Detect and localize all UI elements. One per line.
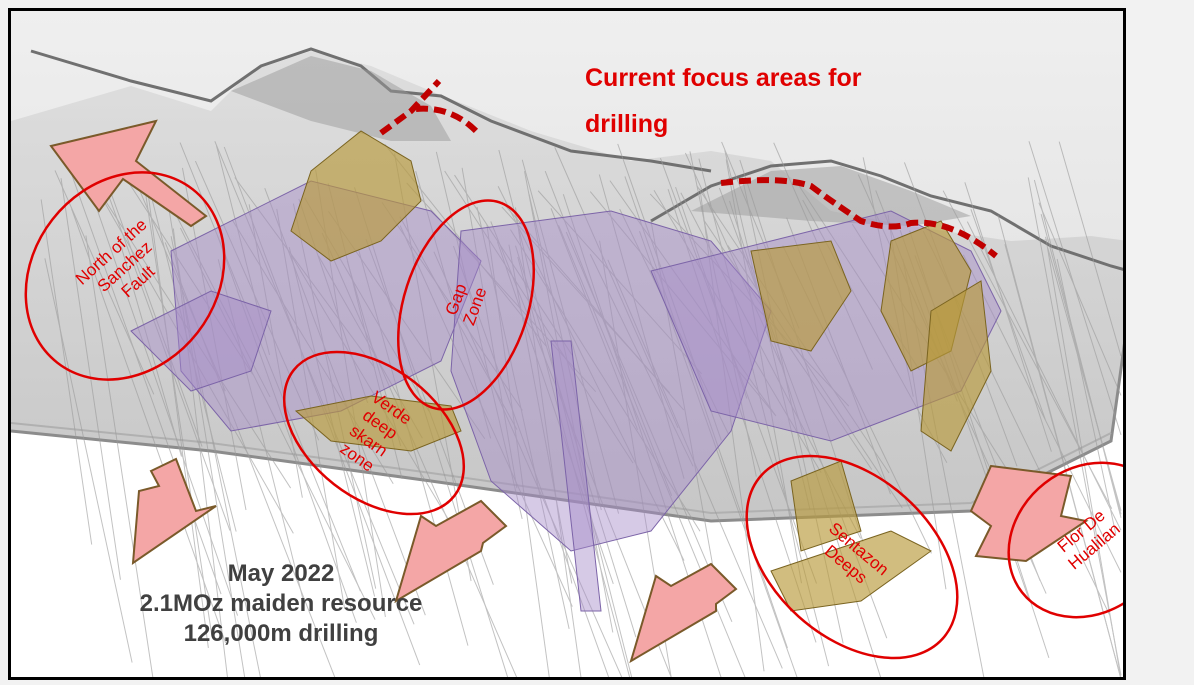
drill-hole-line bbox=[399, 225, 573, 607]
drill-hole-line bbox=[125, 158, 226, 392]
drill-hole-line bbox=[164, 242, 336, 677]
drill-hole-line bbox=[107, 183, 203, 447]
drill-hole-line bbox=[1027, 177, 1122, 676]
drill-hole-traces bbox=[40, 141, 1122, 677]
drill-hole-line bbox=[99, 171, 231, 531]
drill-hole-line bbox=[1058, 141, 1122, 357]
drill-hole-line bbox=[515, 245, 637, 638]
ellipse-north-sanchez bbox=[24, 171, 226, 381]
drill-hole-line bbox=[151, 200, 237, 532]
drill-hole-line bbox=[452, 245, 610, 677]
drill-hole-line bbox=[147, 195, 209, 649]
arrow-down-left bbox=[131, 457, 217, 566]
drill-hole-line bbox=[415, 170, 492, 439]
drill-hole-line bbox=[444, 170, 634, 464]
drill-hole-line bbox=[942, 190, 1113, 509]
drill-hole-line bbox=[589, 253, 694, 467]
drill-hole-line bbox=[619, 208, 729, 434]
ellipse-sentazon bbox=[745, 454, 959, 660]
drill-hole-line bbox=[290, 254, 450, 522]
drill-hole-line bbox=[724, 150, 811, 510]
drill-hole-line bbox=[490, 221, 672, 677]
drill-hole-line bbox=[54, 170, 155, 395]
drill-hole-line bbox=[689, 151, 757, 477]
resource-ounces: 2.1MOz maiden resource bbox=[139, 590, 423, 617]
resource-date: May 2022 bbox=[227, 560, 335, 587]
resource-summary: May 2022 2.1MOz maiden resource 126,000m… bbox=[121, 559, 441, 649]
drill-hole-line bbox=[71, 208, 227, 643]
terrain-surface bbox=[11, 11, 1123, 523]
drill-hole-line bbox=[1047, 248, 1122, 511]
drill-hole-line bbox=[179, 142, 361, 592]
arrow-verde bbox=[394, 499, 508, 604]
drill-hole-line bbox=[653, 190, 822, 473]
drill-hole-line bbox=[497, 186, 685, 561]
drill-hole-line bbox=[65, 159, 222, 595]
drill-hole-line bbox=[486, 225, 550, 677]
drill-hole-line bbox=[394, 153, 472, 582]
drill-hole-line bbox=[292, 203, 377, 589]
drill-hole-line bbox=[179, 227, 376, 620]
drill-hole-line bbox=[550, 208, 639, 431]
drill-hole-line bbox=[565, 231, 733, 623]
drill-hole-line bbox=[609, 180, 777, 417]
drill-hole-line bbox=[528, 193, 602, 511]
ellipse-verde bbox=[282, 350, 466, 516]
drill-hole-line bbox=[699, 188, 765, 672]
heading-line-2: drilling bbox=[585, 110, 669, 138]
drill-hole-line bbox=[997, 215, 1121, 677]
drill-hole-line bbox=[617, 143, 722, 441]
drill-hole-line bbox=[113, 160, 254, 375]
arrow-flor bbox=[969, 464, 1089, 563]
gold-ore-bodies bbox=[290, 130, 992, 612]
drill-hole-line bbox=[964, 182, 1052, 452]
resource-drilling: 126,000m drilling bbox=[183, 620, 379, 647]
drill-hole-line bbox=[1028, 141, 1122, 436]
drill-hole-line bbox=[170, 236, 261, 677]
drill-hole-line bbox=[90, 190, 239, 616]
drill-hole-line bbox=[589, 191, 776, 416]
drill-hole-line bbox=[217, 259, 304, 600]
drill-hole-line bbox=[172, 228, 228, 677]
drill-hole-line bbox=[1056, 258, 1117, 535]
drill-hole-line bbox=[85, 235, 154, 677]
drill-hole-line bbox=[498, 149, 633, 677]
arrow-sentazon bbox=[629, 562, 738, 664]
drill-hole-line bbox=[454, 174, 573, 356]
drill-hole-line bbox=[650, 220, 716, 578]
drill-hole-line bbox=[675, 186, 748, 399]
drill-hole-line bbox=[40, 199, 93, 545]
drill-hole-line bbox=[508, 244, 573, 584]
drill-hole-line bbox=[598, 174, 685, 479]
drill-hole-line bbox=[649, 193, 850, 407]
drill-hole-line bbox=[461, 167, 518, 489]
ellipse-flor bbox=[1007, 461, 1123, 619]
focus-areas-heading: Current focus areas for drilling bbox=[585, 55, 965, 147]
focus-ridge-dashes bbox=[379, 78, 998, 259]
drill-hole-line bbox=[962, 254, 1122, 573]
drill-hole-line bbox=[94, 185, 294, 534]
geology-3d-model bbox=[11, 11, 1123, 677]
drill-hole-line bbox=[433, 251, 623, 677]
drill-hole-line bbox=[234, 177, 376, 369]
drill-hole-line bbox=[537, 190, 702, 375]
drill-hole-line bbox=[215, 145, 271, 356]
drill-hole-line bbox=[141, 166, 213, 635]
drill-hole-line bbox=[521, 159, 620, 514]
zone-outlines bbox=[24, 171, 1123, 660]
drill-hole-line bbox=[1038, 202, 1122, 396]
drill-hole-line bbox=[544, 170, 673, 496]
drill-hole-line bbox=[659, 158, 818, 584]
drill-hole-line bbox=[510, 229, 701, 532]
figure-frame: Current focus areas for drilling North o… bbox=[8, 8, 1126, 680]
heading-line-1: Current focus areas for bbox=[585, 64, 862, 92]
drill-hole-line bbox=[194, 160, 320, 441]
drill-hole-line bbox=[214, 141, 415, 625]
drill-hole-line bbox=[435, 151, 523, 520]
drill-hole-line bbox=[93, 182, 292, 489]
ellipse-gap bbox=[396, 199, 536, 411]
drill-hole-line bbox=[554, 147, 679, 429]
drill-hole-line bbox=[44, 258, 133, 663]
drill-hole-line bbox=[517, 256, 631, 677]
